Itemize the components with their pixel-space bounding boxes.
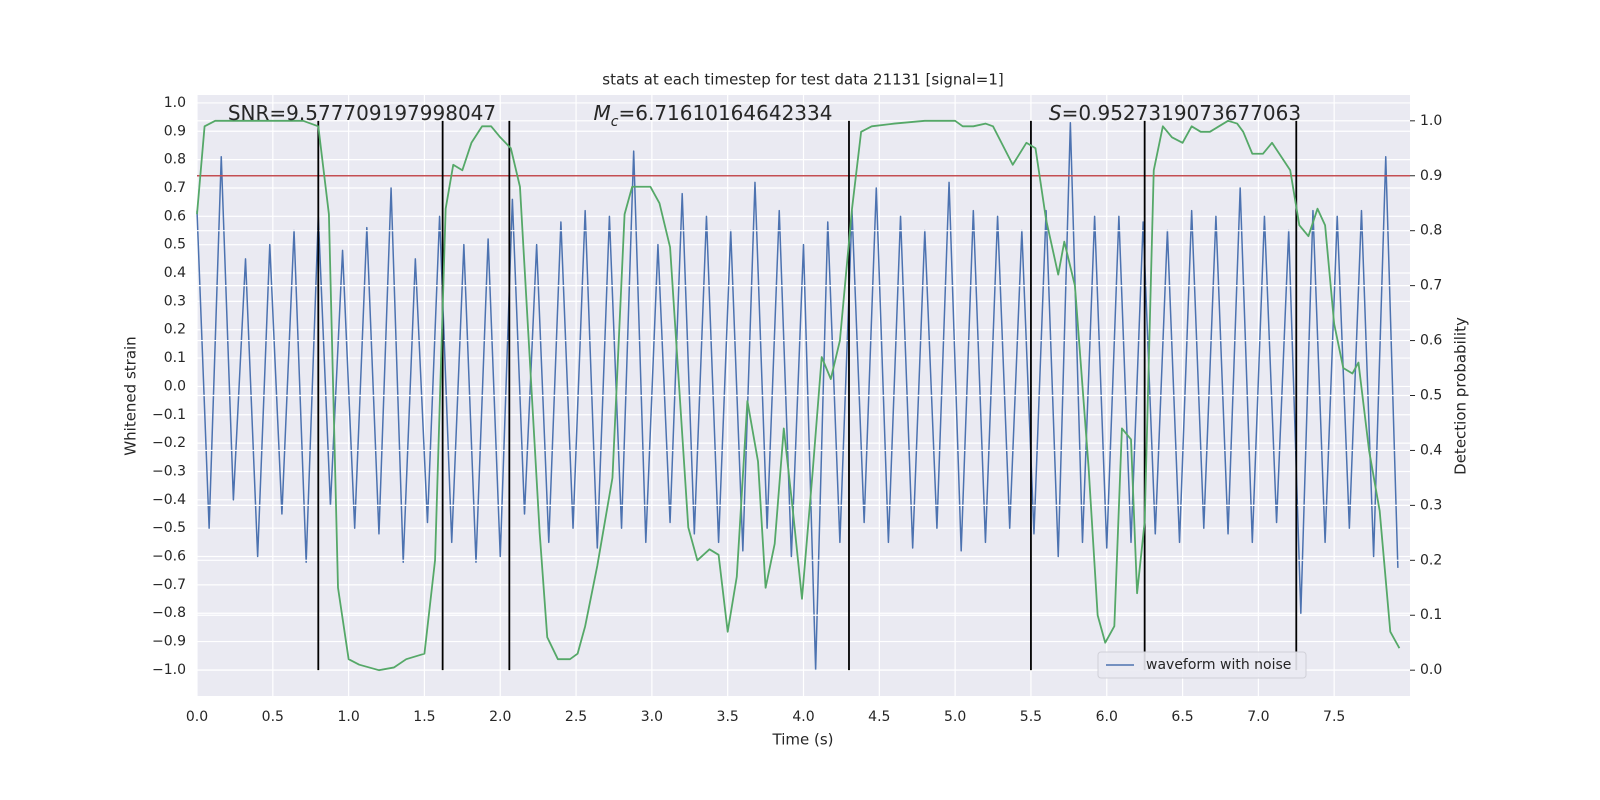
legend-box [1097, 651, 1307, 679]
annotation-symbol: S [1049, 101, 1062, 125]
labels: 0.0 0.5 1.0 1.5 2.0 2.5 3.0 3.5 4.0 4.5 5.0 5.5 6.0 6… [152, 95, 1442, 725]
y-tick-label: 0.7 [164, 180, 186, 196]
x-tick-label: 3.5 [717, 709, 739, 725]
y-tick-label: 0.8 [164, 152, 186, 168]
annotation-text: =0.9527319073677063 [1062, 101, 1301, 125]
x-tick-label: 5.5 [1020, 709, 1042, 725]
x-tick-label: 4.5 [868, 709, 890, 725]
x-tick-label: 0.0 [186, 709, 208, 725]
y-tick-label: −0.1 [152, 407, 186, 423]
x-tick-label: 1.0 [337, 709, 359, 725]
probability-line [196, 119, 1401, 672]
y2-tick-label: 0.1 [1420, 607, 1442, 623]
y2-tick-label: 0.4 [1420, 442, 1442, 458]
y2-tick-label: 0.2 [1420, 552, 1442, 568]
x-tick-label: 3.0 [641, 709, 663, 725]
x-tick-label: 1.5 [413, 709, 435, 725]
y-tick-label: 0.6 [164, 208, 186, 224]
y2-tick-label: 0.3 [1420, 497, 1442, 513]
annotation-text: =6.71610164642334 [618, 101, 832, 125]
legend-label: waveform with noise [1146, 657, 1291, 673]
y-tick-label: −1.0 [152, 662, 186, 678]
annotation-text: SNR=9.577709197998047 [228, 101, 496, 125]
x-tick-label: 4.0 [792, 709, 814, 725]
x-axis-label: Time (s) [772, 731, 834, 749]
y2-tick-label: 0.9 [1420, 168, 1442, 184]
annotation-symbol: M [594, 101, 611, 125]
y2-tick-label: 0.5 [1420, 388, 1442, 404]
y-tick-label: −0.4 [152, 492, 186, 508]
waveform-line [196, 122, 1399, 671]
y-tick-label: 0.5 [164, 237, 186, 253]
x-tick-label: 7.5 [1323, 709, 1345, 725]
y-tick-label: −0.7 [152, 577, 186, 593]
x-tick-label: 6.5 [1171, 709, 1193, 725]
y-tick-label: −0.8 [152, 605, 186, 621]
x-tick-label: 7.0 [1247, 709, 1269, 725]
y2-axis-label: Detection probability [1452, 317, 1470, 475]
y-tick-label: 0.9 [164, 123, 186, 139]
y-tick-label: 0.2 [164, 322, 186, 338]
x-tick-label: 6.0 [1096, 709, 1118, 725]
annotation: SNR=9.577709197998047 [228, 101, 496, 125]
annotation-subscript: c [611, 114, 619, 130]
y-tick-label: −0.9 [152, 634, 186, 650]
y2-tick-label: 1.0 [1420, 113, 1442, 129]
y-tick-label: −0.2 [152, 435, 186, 451]
y-tick-label: 0.0 [164, 378, 186, 394]
marks [196, 119, 1410, 672]
y2-tick-label: 0.8 [1420, 223, 1442, 239]
y-tick-label: 1.0 [164, 95, 186, 111]
y2-tick-label: 0.6 [1420, 333, 1442, 349]
x-tick-label: 2.0 [489, 709, 511, 725]
y-tick-label: −0.3 [152, 463, 186, 479]
x-tick-label: 5.0 [944, 709, 966, 725]
y-tick-label: 0.1 [164, 350, 186, 366]
annotation: Mc=6.71610164642334 [594, 101, 833, 131]
y-tick-label: −0.6 [152, 549, 186, 565]
annotation: S=0.9527319073677063 [1049, 101, 1301, 125]
y-axis-label: Whitened strain [122, 336, 140, 455]
x-tick-label: 0.5 [262, 709, 284, 725]
y2-tick-label: 0.7 [1420, 278, 1442, 294]
y-tick-label: −0.5 [152, 520, 186, 536]
y-tick-label: 0.3 [164, 293, 186, 309]
y2-tick-label: 0.0 [1420, 662, 1442, 678]
y-tick-label: 0.4 [164, 265, 186, 281]
chart-title: stats at each timestep for test data 211… [602, 71, 1003, 89]
x-tick-label: 2.5 [565, 709, 587, 725]
